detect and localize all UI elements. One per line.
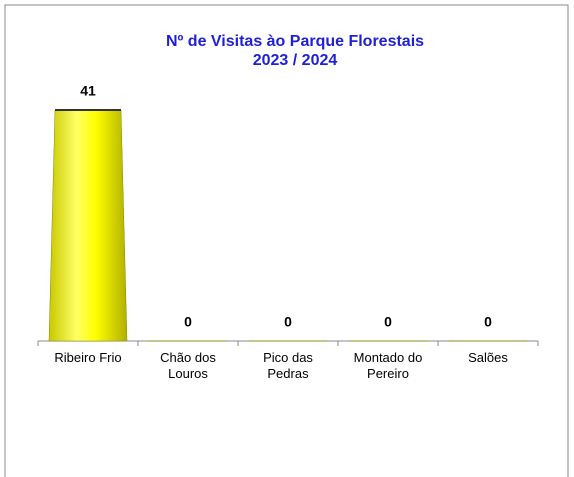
x-tick-label: Chão dos Louros bbox=[160, 350, 216, 381]
x-tick-label: Montado do Pereiro bbox=[353, 350, 423, 381]
bar bbox=[48, 109, 128, 342]
x-tick-label: Pico das Pedras bbox=[263, 350, 313, 381]
frame bbox=[4, 4, 569, 477]
value-label: 0 bbox=[184, 314, 192, 330]
value-label: 0 bbox=[484, 314, 492, 330]
value-label: 0 bbox=[384, 314, 392, 330]
chart-subtitle: 2023 / 2024 bbox=[253, 52, 338, 69]
value-label: 0 bbox=[284, 314, 292, 330]
chart-title: Nº de Visitas ào Parque Florestais bbox=[166, 33, 424, 50]
x-tick-label: Ribeiro Frio bbox=[54, 350, 122, 365]
x-tick-label: Salões bbox=[468, 350, 508, 365]
value-label: 41 bbox=[80, 83, 96, 99]
